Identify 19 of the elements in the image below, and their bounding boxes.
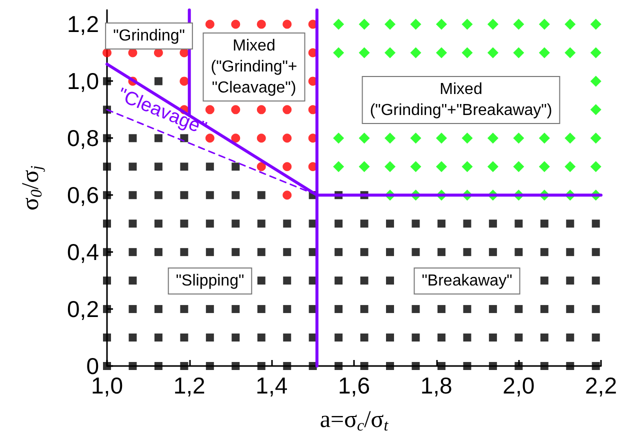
x-tick-label: 1,8	[420, 372, 452, 398]
x-tick-label: 1,2	[173, 372, 206, 398]
y-tick-label: 0,6	[67, 182, 99, 208]
annotation: "Grinding"	[113, 28, 185, 44]
annotation: Mixed ("Grinding"+"Breakaway")	[370, 81, 552, 119]
y-tick-label: 0,4	[67, 239, 100, 266]
x-tick-label: 1,6	[338, 372, 370, 398]
annotation: "Slipping"	[176, 272, 244, 290]
annotation: Mixed ("Grinding"+ "Cleavage")	[210, 38, 298, 96]
y-tick-label: 0,8	[67, 125, 99, 152]
x-tick-label: 2,2	[585, 372, 617, 398]
y-tick-label: 1,2	[67, 11, 99, 38]
y-tick-label: 0	[86, 353, 99, 379]
y-tick-label: 1,0	[67, 68, 99, 94]
x-tick-label: 2,0	[502, 372, 535, 398]
x-tick-label: 1,4	[256, 372, 288, 398]
y-tick-label: 0,2	[67, 296, 99, 322]
y-axis-title: σ0/σj	[18, 164, 46, 210]
annotation: "Breakaway"	[422, 272, 512, 290]
